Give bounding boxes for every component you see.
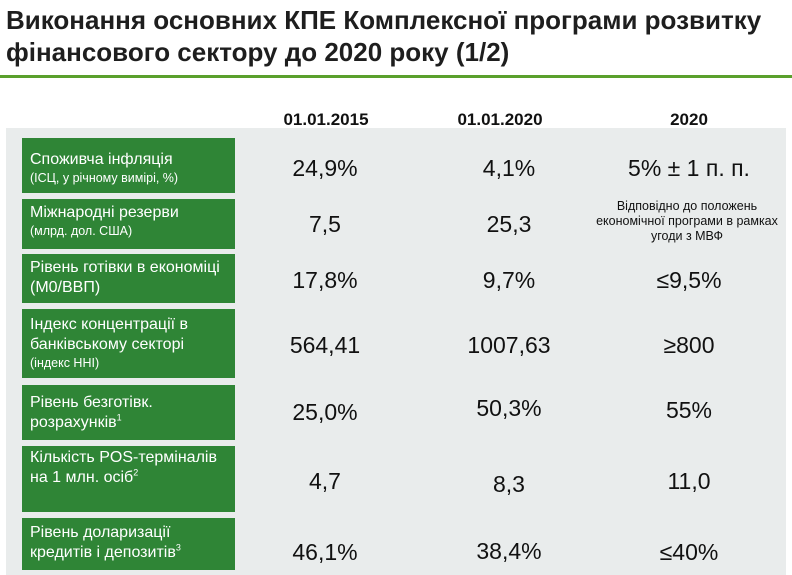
- value-target-note: Відповідно до положень економічної прогр…: [596, 199, 778, 243]
- value-2015: 564,41: [289, 332, 361, 358]
- value-2015: 46,1%: [292, 539, 358, 565]
- column-header-2020: 01.01.2020: [457, 110, 543, 129]
- row-label-subtitle: (млрд. дол. США): [30, 224, 133, 238]
- value-2020: 4,1%: [482, 155, 536, 181]
- row-label-text: Кількість POS-терміналів на 1 млн. осіб: [30, 449, 217, 486]
- title-divider: [0, 75, 792, 78]
- row-label: Індекс концентрації в банківському секто…: [22, 309, 235, 378]
- value-2015: 17,8%: [292, 267, 358, 293]
- value-2020: 38,4%: [476, 538, 542, 564]
- value-2015: 25,0%: [292, 399, 358, 425]
- value-2020: 25,3: [486, 211, 532, 237]
- page-title: Виконання основних КПЕ Комплексної прогр…: [6, 5, 762, 67]
- value-2020: 8,3: [493, 471, 525, 497]
- row-label-title: Міжнародні резерви: [30, 204, 179, 221]
- row-label-title: Кількість POS-терміналів на 1 млн. осіб2: [30, 448, 227, 488]
- column-header-target: 2020: [670, 110, 708, 129]
- footnote-marker: 1: [116, 412, 122, 423]
- column-header-2015: 01.01.2015: [283, 110, 369, 129]
- value-target: ≤9,5%: [656, 267, 722, 293]
- row-label: Споживча інфляція (ІСЦ, у річному вимірі…: [22, 138, 235, 193]
- row-label-title: Рівень безготівк. розрахунків1: [30, 393, 227, 433]
- value-target: 55%: [665, 397, 713, 423]
- row-label-title: Індекс концентрації в банківському секто…: [30, 316, 189, 353]
- row-label-text: Рівень безготівк. розрахунків: [30, 394, 153, 431]
- value-2020: 1007,63: [467, 332, 551, 358]
- value-2020: 9,7%: [482, 267, 536, 293]
- row-label: Кількість POS-терміналів на 1 млн. осіб2: [22, 446, 235, 512]
- row-label: Рівень доларизації кредитів і депозитів3: [22, 518, 235, 570]
- value-2015: 7,5: [309, 211, 341, 237]
- value-target: ≥800: [663, 332, 715, 358]
- row-label-text: Рівень доларизації кредитів і депозитів: [30, 524, 176, 561]
- row-label-title: Споживча інфляція: [30, 151, 173, 168]
- value-target: ≤40%: [659, 539, 719, 565]
- value-2015: 4,7: [309, 468, 341, 494]
- value-target: 5% ± 1 п. п.: [628, 155, 750, 181]
- row-label-subtitle: (індекс ННІ): [30, 356, 100, 370]
- row-label: Міжнародні резерви (млрд. дол. США): [22, 199, 235, 249]
- footnote-marker: 3: [175, 542, 181, 553]
- value-target: 11,0: [667, 468, 711, 494]
- row-label-title: Рівень доларизації кредитів і депозитів3: [30, 523, 227, 563]
- row-label: Рівень готівки в економіці (М0/ВВП): [22, 254, 235, 303]
- footnote-marker: 2: [133, 467, 139, 478]
- row-label-title: Рівень готівки в економіці (М0/ВВП): [30, 259, 220, 296]
- value-2020: 50,3%: [476, 395, 542, 421]
- value-2015: 24,9%: [292, 155, 358, 181]
- row-label: Рівень безготівк. розрахунків1: [22, 385, 235, 440]
- row-label-subtitle: (ІСЦ, у річному вимірі, %): [30, 171, 179, 185]
